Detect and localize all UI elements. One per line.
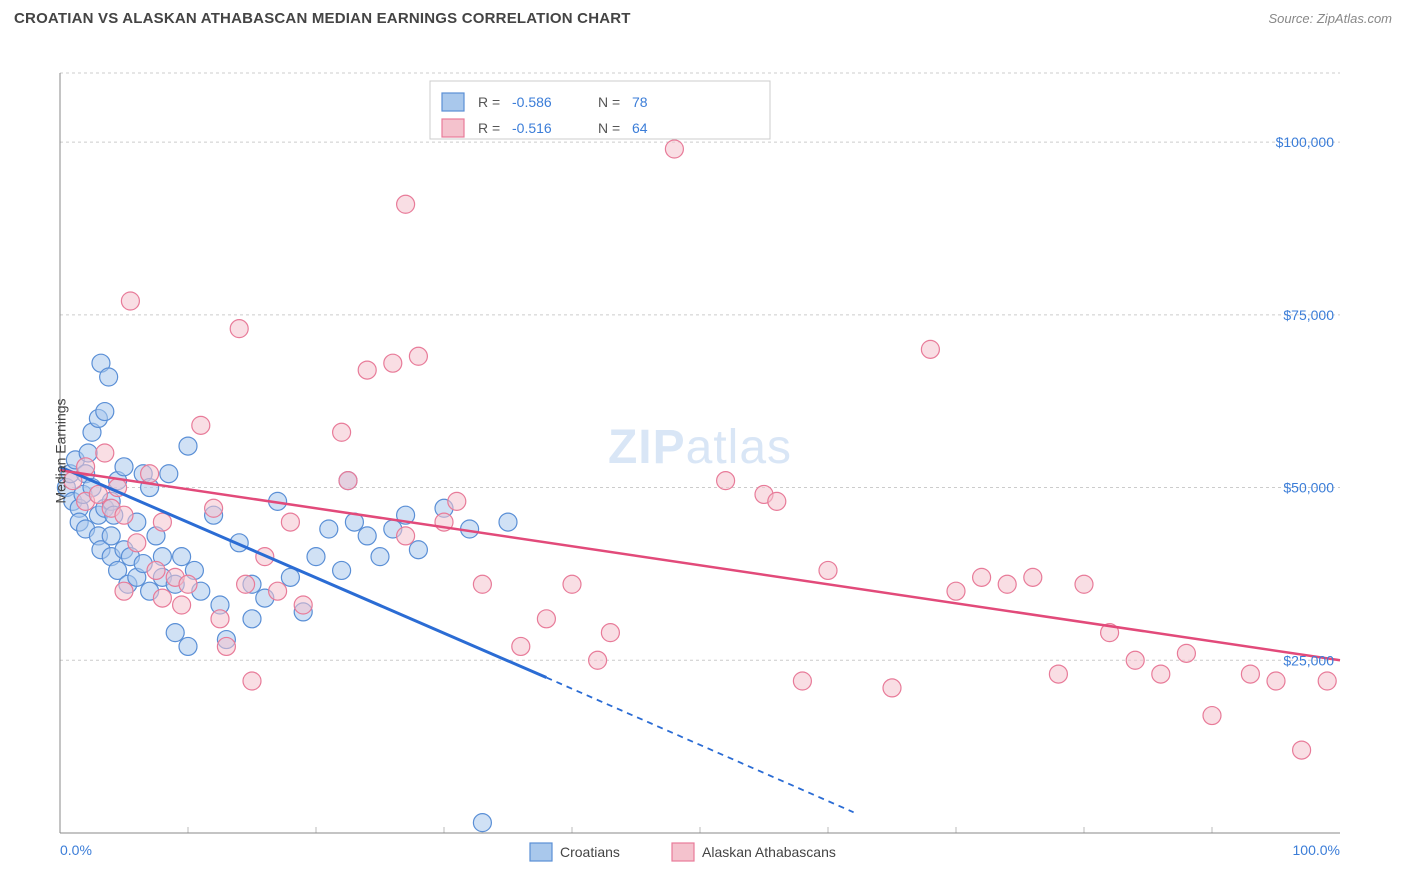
chart-title: CROATIAN VS ALASKAN ATHABASCAN MEDIAN EA…: [14, 10, 631, 27]
svg-text:$25,000: $25,000: [1283, 652, 1334, 668]
svg-text:100.0%: 100.0%: [1293, 842, 1340, 858]
svg-text:ZIPatlas: ZIPatlas: [608, 421, 792, 474]
svg-text:$100,000: $100,000: [1276, 134, 1335, 150]
svg-text:N =: N =: [598, 94, 620, 110]
svg-text:Croatians: Croatians: [560, 844, 620, 860]
svg-text:-0.516: -0.516: [512, 120, 552, 136]
scatter-chart: ZIPatlas $25,000 $50,000 $75,000 $100,000 0.0…: [10, 33, 1396, 869]
svg-text:78: 78: [632, 94, 648, 110]
svg-text:$50,000: $50,000: [1283, 480, 1334, 496]
svg-text:Alaskan Athabascans: Alaskan Athabascans: [702, 844, 836, 860]
svg-text:R =: R =: [478, 94, 500, 110]
chart-header: CROATIAN VS ALASKAN ATHABASCAN MEDIAN EA…: [10, 10, 1396, 33]
y-axis-label: Median Earnings: [53, 398, 69, 503]
svg-text:0.0%: 0.0%: [60, 842, 92, 858]
svg-text:R =: R =: [478, 120, 500, 136]
chart-container: CROATIAN VS ALASKAN ATHABASCAN MEDIAN EA…: [10, 10, 1396, 869]
svg-text:N =: N =: [598, 120, 620, 136]
svg-text:-0.586: -0.586: [512, 94, 552, 110]
plot-area: Median Earnings ZIPatlas $25,000 $50,000 $7…: [10, 33, 1396, 869]
svg-text:$75,000: $75,000: [1283, 307, 1334, 323]
source-label: Source: ZipAtlas.com: [1268, 11, 1392, 26]
svg-text:64: 64: [632, 120, 648, 136]
